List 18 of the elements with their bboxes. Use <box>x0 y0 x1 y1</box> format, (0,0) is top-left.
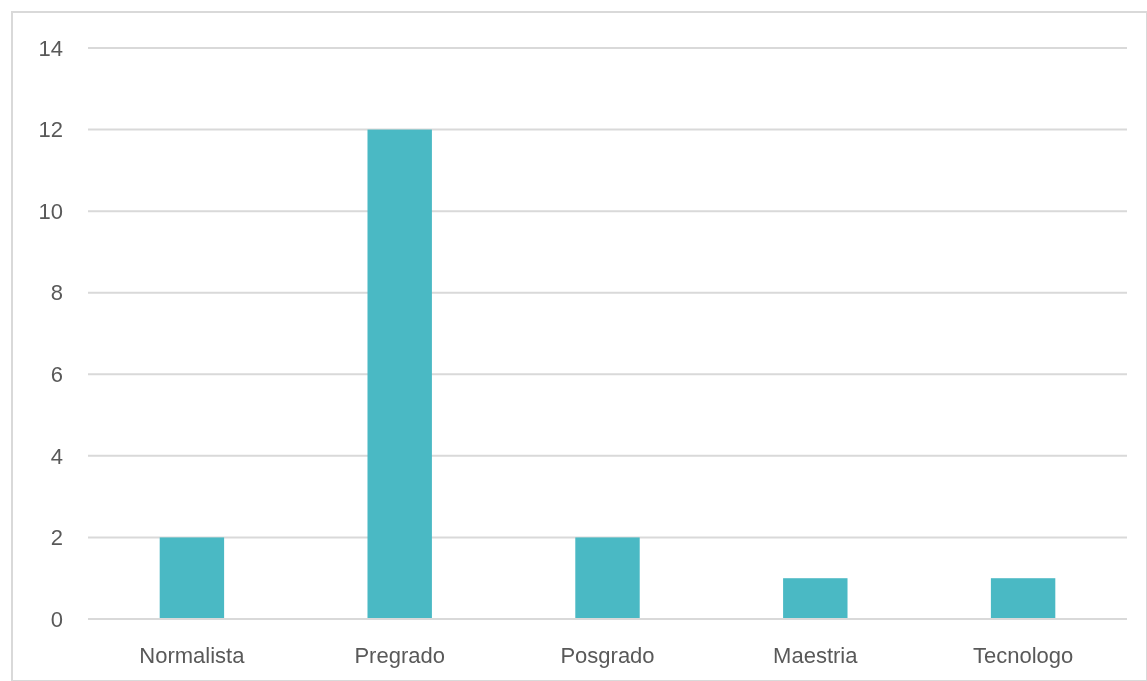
bar <box>783 578 848 619</box>
y-tick-label: 2 <box>50 525 63 551</box>
y-tick-label: 6 <box>50 361 63 387</box>
x-tick-label: Normalista <box>139 643 246 668</box>
x-tick-label: Maestria <box>773 643 859 668</box>
y-tick-label: 8 <box>50 280 63 306</box>
y-tick-label: 0 <box>50 606 63 632</box>
y-tick-label: 14 <box>38 35 63 61</box>
bar <box>575 537 640 619</box>
x-tick-label: Pregrado <box>354 643 445 668</box>
bar <box>367 129 432 619</box>
y-tick-label: 12 <box>38 117 63 143</box>
y-tick-label: 4 <box>50 443 63 469</box>
x-tick-label: Tecnologo <box>972 643 1074 668</box>
bar <box>990 578 1056 619</box>
y-tick-label: 10 <box>38 198 63 224</box>
bar <box>159 537 225 619</box>
x-tick-label: Posgrado <box>560 643 655 668</box>
